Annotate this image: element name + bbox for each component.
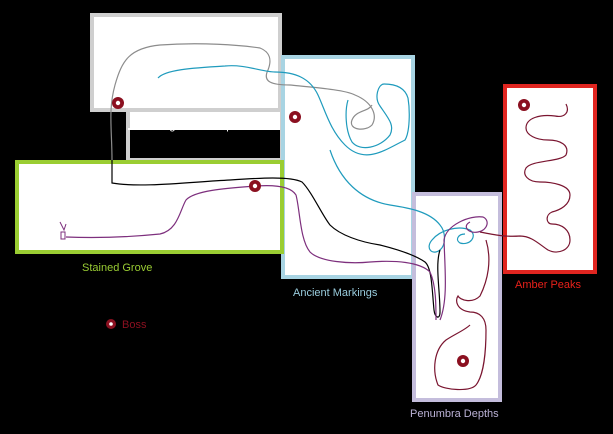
region-label-stained-grove: Stained Grove bbox=[82, 262, 152, 274]
region-amber-peaks bbox=[503, 84, 597, 274]
region-label-enlightened-capital: Enlightened Capital bbox=[151, 120, 246, 132]
region-ancient-markings bbox=[281, 55, 415, 279]
region-floor bbox=[281, 55, 415, 279]
route-cyan bbox=[157, 65, 474, 253]
route-maroon bbox=[434, 103, 571, 391]
region-label-amber-peaks: Amber Peaks bbox=[515, 279, 582, 291]
route-purple bbox=[65, 184, 488, 321]
route-black bbox=[111, 160, 441, 318]
route-grey bbox=[110, 43, 375, 161]
boss-marker[interactable] bbox=[289, 111, 301, 123]
region-label-penumbra-depths: Penumbra Depths bbox=[410, 408, 499, 420]
region-stained-grove bbox=[15, 160, 284, 254]
boss-marker[interactable] bbox=[112, 97, 124, 109]
region-floor bbox=[503, 84, 597, 274]
legend-boss-label: Boss bbox=[122, 319, 147, 331]
start-arrow-icon bbox=[59, 221, 67, 240]
legend-boss-icon bbox=[106, 319, 116, 329]
boss-marker[interactable] bbox=[457, 355, 469, 367]
capital-inner-edge bbox=[126, 108, 280, 128]
boss-marker[interactable] bbox=[518, 99, 530, 111]
region-label-ancient-markings: Ancient Markings bbox=[293, 287, 378, 299]
capital-notch bbox=[130, 130, 280, 158]
boss-marker[interactable] bbox=[249, 180, 261, 192]
legend: Boss bbox=[106, 319, 147, 331]
region-floor bbox=[15, 160, 284, 254]
capital-floor-strip bbox=[128, 110, 280, 130]
